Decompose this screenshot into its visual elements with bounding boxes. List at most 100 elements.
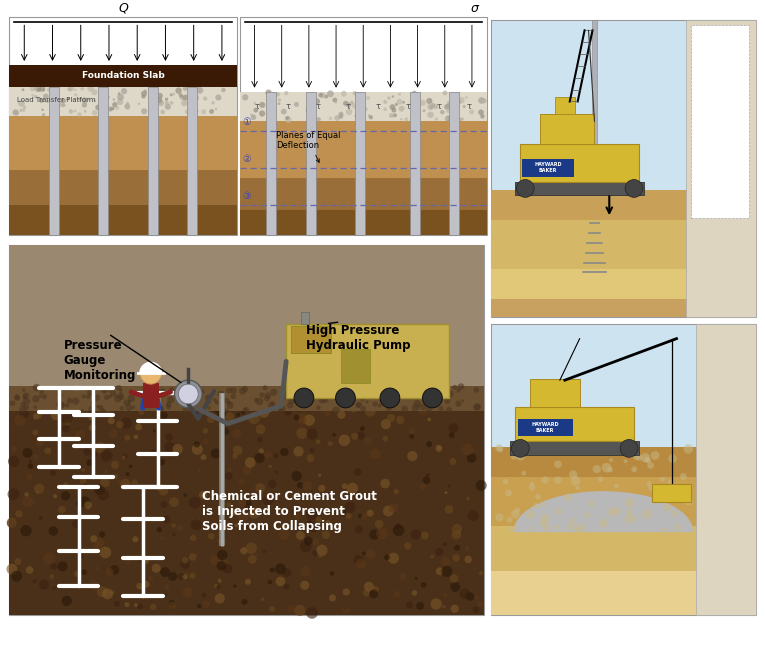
Circle shape xyxy=(248,555,257,564)
Circle shape xyxy=(370,449,381,459)
Circle shape xyxy=(168,388,176,395)
Circle shape xyxy=(15,510,22,517)
Circle shape xyxy=(160,567,170,577)
Circle shape xyxy=(362,551,366,555)
Circle shape xyxy=(446,407,452,413)
Circle shape xyxy=(446,390,454,398)
Circle shape xyxy=(39,390,44,394)
Text: τ: τ xyxy=(255,102,260,111)
Circle shape xyxy=(555,525,559,530)
Circle shape xyxy=(442,605,445,608)
Circle shape xyxy=(22,109,25,112)
Circle shape xyxy=(95,566,99,570)
Circle shape xyxy=(415,388,419,392)
Circle shape xyxy=(242,599,248,605)
Bar xyxy=(355,92,365,235)
Circle shape xyxy=(109,590,115,595)
Circle shape xyxy=(69,109,73,114)
Circle shape xyxy=(420,394,424,398)
Circle shape xyxy=(316,439,321,444)
Circle shape xyxy=(503,479,509,484)
Circle shape xyxy=(295,605,305,616)
Circle shape xyxy=(497,446,503,452)
Circle shape xyxy=(262,495,274,506)
Circle shape xyxy=(392,108,396,113)
Circle shape xyxy=(593,446,597,450)
Circle shape xyxy=(680,473,687,480)
Circle shape xyxy=(76,501,80,506)
Circle shape xyxy=(458,97,464,104)
Circle shape xyxy=(442,90,448,95)
Circle shape xyxy=(332,433,336,437)
Circle shape xyxy=(178,384,198,404)
Text: Foundation Slab: Foundation Slab xyxy=(82,72,164,80)
Circle shape xyxy=(434,104,438,109)
Circle shape xyxy=(109,565,119,575)
Circle shape xyxy=(175,88,182,94)
Circle shape xyxy=(138,410,144,415)
Circle shape xyxy=(311,384,316,389)
Circle shape xyxy=(300,541,311,552)
Circle shape xyxy=(216,94,221,101)
Circle shape xyxy=(150,604,156,610)
Circle shape xyxy=(256,483,265,493)
Circle shape xyxy=(93,99,96,103)
Circle shape xyxy=(346,108,353,115)
Circle shape xyxy=(361,513,367,520)
Circle shape xyxy=(396,416,405,424)
Circle shape xyxy=(23,404,29,410)
Circle shape xyxy=(291,471,302,481)
Circle shape xyxy=(309,95,312,99)
Circle shape xyxy=(378,404,382,408)
Circle shape xyxy=(452,554,460,562)
Circle shape xyxy=(223,525,228,530)
Circle shape xyxy=(297,482,304,488)
Polygon shape xyxy=(140,362,161,373)
Bar xyxy=(99,86,109,235)
Circle shape xyxy=(555,477,562,484)
Circle shape xyxy=(161,110,165,114)
Circle shape xyxy=(93,542,102,551)
Bar xyxy=(9,205,236,235)
Circle shape xyxy=(466,497,470,501)
Circle shape xyxy=(407,384,412,389)
Circle shape xyxy=(366,549,376,559)
Circle shape xyxy=(297,413,309,424)
Circle shape xyxy=(346,389,351,395)
Circle shape xyxy=(530,526,535,531)
Circle shape xyxy=(35,437,44,446)
Circle shape xyxy=(282,393,288,399)
Circle shape xyxy=(554,461,562,468)
Circle shape xyxy=(72,519,81,529)
Circle shape xyxy=(389,503,399,513)
Circle shape xyxy=(508,526,514,532)
Bar xyxy=(696,324,756,615)
Circle shape xyxy=(27,474,33,480)
Circle shape xyxy=(411,530,421,540)
Circle shape xyxy=(88,98,90,100)
Circle shape xyxy=(161,501,168,508)
Circle shape xyxy=(187,385,195,393)
Circle shape xyxy=(257,437,263,442)
Circle shape xyxy=(409,434,414,439)
Bar xyxy=(286,324,449,398)
Circle shape xyxy=(196,399,200,403)
Circle shape xyxy=(259,392,265,397)
Circle shape xyxy=(30,85,35,91)
Circle shape xyxy=(72,397,80,405)
Circle shape xyxy=(360,115,363,119)
Circle shape xyxy=(420,482,427,490)
Circle shape xyxy=(366,401,369,403)
Circle shape xyxy=(33,455,38,460)
Circle shape xyxy=(236,412,240,417)
Bar xyxy=(143,383,158,408)
Bar xyxy=(266,92,276,235)
Circle shape xyxy=(337,410,346,419)
Circle shape xyxy=(322,392,327,396)
Circle shape xyxy=(201,593,207,598)
Circle shape xyxy=(210,448,221,459)
Circle shape xyxy=(646,458,651,464)
Circle shape xyxy=(184,571,188,577)
Circle shape xyxy=(255,453,265,463)
Bar xyxy=(490,526,756,571)
